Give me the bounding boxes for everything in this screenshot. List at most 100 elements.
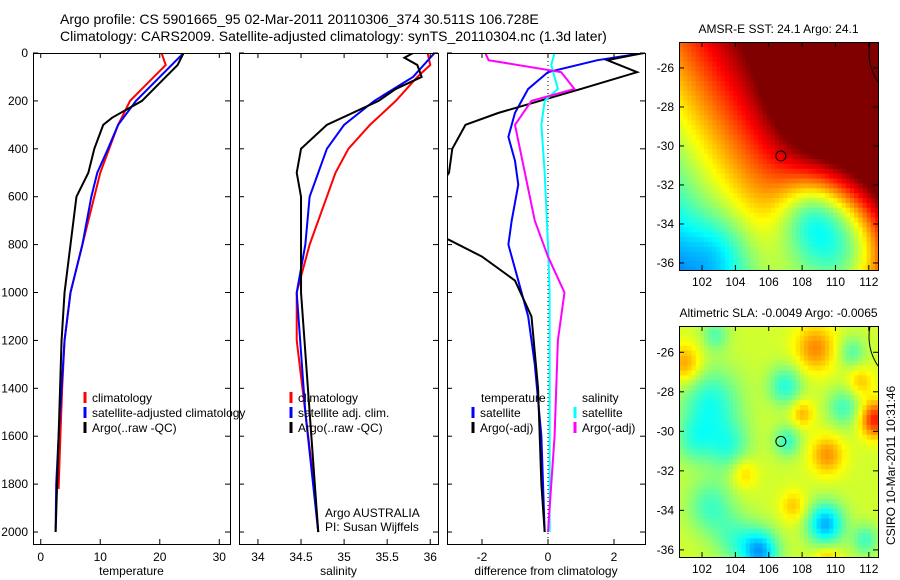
heatmap-cell: [858, 444, 863, 451]
heatmap-cell: [799, 100, 805, 106]
heatmap-cell: [741, 459, 747, 465]
heatmap-cell: [808, 429, 813, 436]
heatmap-cell: [724, 330, 730, 337]
heatmap-cell: [737, 95, 743, 102]
heatmap-cell: [816, 424, 822, 431]
heatmap-cell: [716, 129, 722, 136]
heatmap-cell: [808, 71, 813, 77]
heatmap-cell: [770, 261, 776, 267]
heatmap-cell: [712, 326, 718, 332]
heatmap-cell: [799, 370, 805, 376]
legend-label: Argo(..raw -QC): [298, 421, 383, 435]
heatmap-cell: [799, 409, 805, 416]
heatmap-cell: [820, 469, 826, 475]
heatmap-cell: [858, 340, 863, 347]
heatmap-cell: [812, 266, 818, 271]
heatmap-cell: [716, 154, 722, 160]
heatmap-cell: [754, 355, 759, 362]
heatmap-cell: [804, 503, 809, 510]
heatmap-cell: [745, 129, 751, 136]
heatmap-cell: [691, 81, 697, 87]
heatmap-cell: [849, 409, 855, 416]
heatmap-cell: [812, 222, 818, 228]
heatmap-cell: [749, 548, 755, 554]
heatmap-cell: [683, 365, 688, 371]
heatmap-cell: [754, 188, 759, 194]
heatmap-cell: [708, 85, 713, 92]
heatmap-cell: [820, 335, 826, 342]
heatmap-cell: [708, 503, 713, 510]
heatmap-cell: [687, 266, 693, 271]
heatmap-cell: [770, 149, 776, 155]
heatmap-cell: [770, 444, 776, 451]
heatmap-cell: [695, 484, 701, 490]
heatmap-cell: [762, 46, 768, 53]
heatmap-cell: [720, 134, 726, 141]
heatmap-cell: [716, 533, 722, 539]
heatmap-cell: [812, 154, 818, 160]
heatmap-cell: [795, 129, 801, 136]
heatmap-cell: [862, 163, 868, 170]
heatmap-cell: [849, 459, 855, 465]
heatmap-cell: [824, 100, 830, 106]
heatmap-cell: [791, 61, 797, 67]
heatmap-cell: [833, 508, 838, 515]
heatmap-cell: [795, 355, 801, 362]
heatmap-cell: [720, 124, 726, 131]
heatmap-cell: [691, 178, 697, 184]
heatmap-cell: [816, 326, 822, 332]
heatmap-cell: [683, 464, 688, 470]
heatmap-cell: [874, 493, 879, 500]
heatmap-cell: [770, 90, 776, 97]
heatmap-cell: [779, 498, 784, 505]
heatmap-cell: [845, 400, 851, 406]
heatmap-cell: [745, 365, 751, 371]
heatmap-cell: [741, 251, 747, 258]
heatmap-cell: [704, 365, 709, 371]
heatmap-cell: [741, 95, 747, 102]
heatmap-cell: [804, 241, 809, 248]
heatmap-cell: [783, 489, 788, 495]
heatmap-cell: [795, 46, 801, 53]
heatmap-cell: [708, 454, 713, 460]
heatmap-cell: [724, 498, 730, 505]
heatmap-cell: [849, 266, 855, 271]
heatmap-cell: [829, 395, 834, 401]
heatmap-cell: [687, 261, 693, 267]
heatmap-cell: [874, 110, 879, 116]
heatmap-cell: [712, 548, 718, 554]
heatmap-cell: [812, 241, 818, 248]
heatmap-cell: [833, 85, 838, 92]
heatmap-cell: [704, 350, 709, 357]
heatmap-cell: [774, 513, 780, 520]
heatmap-cell: [733, 518, 738, 525]
heatmap-cell: [729, 429, 734, 436]
heatmap-cell: [866, 115, 872, 121]
heatmap-cell: [716, 56, 722, 63]
heatmap-cell: [862, 365, 868, 371]
heatmap-cell: [766, 479, 772, 485]
heatmap-cell: [745, 222, 751, 228]
heatmap-cell: [870, 261, 876, 267]
heatmap-cell: [720, 100, 726, 106]
heatmap-cell: [745, 464, 751, 470]
heatmap-cell: [699, 51, 705, 58]
heatmap-cell: [829, 241, 834, 248]
heatmap-cell: [816, 76, 822, 82]
heatmap-cell: [795, 178, 801, 184]
heatmap-cell: [862, 46, 868, 53]
heatmap-cell: [737, 183, 743, 189]
heatmap-cell: [737, 134, 743, 141]
heatmap-cell: [758, 183, 763, 189]
heatmap-cell: [854, 464, 859, 470]
x-tick-label: 112: [859, 275, 878, 289]
heatmap-cell: [749, 345, 755, 352]
heatmap-cell: [687, 380, 693, 386]
heatmap-cell: [737, 489, 743, 495]
heatmap-cell: [758, 335, 763, 342]
heatmap-cell: [783, 380, 788, 386]
heatmap-cell: [745, 227, 751, 233]
heatmap-cell: [754, 168, 759, 175]
heatmap-cell: [845, 439, 851, 446]
heatmap-cell: [804, 484, 809, 490]
